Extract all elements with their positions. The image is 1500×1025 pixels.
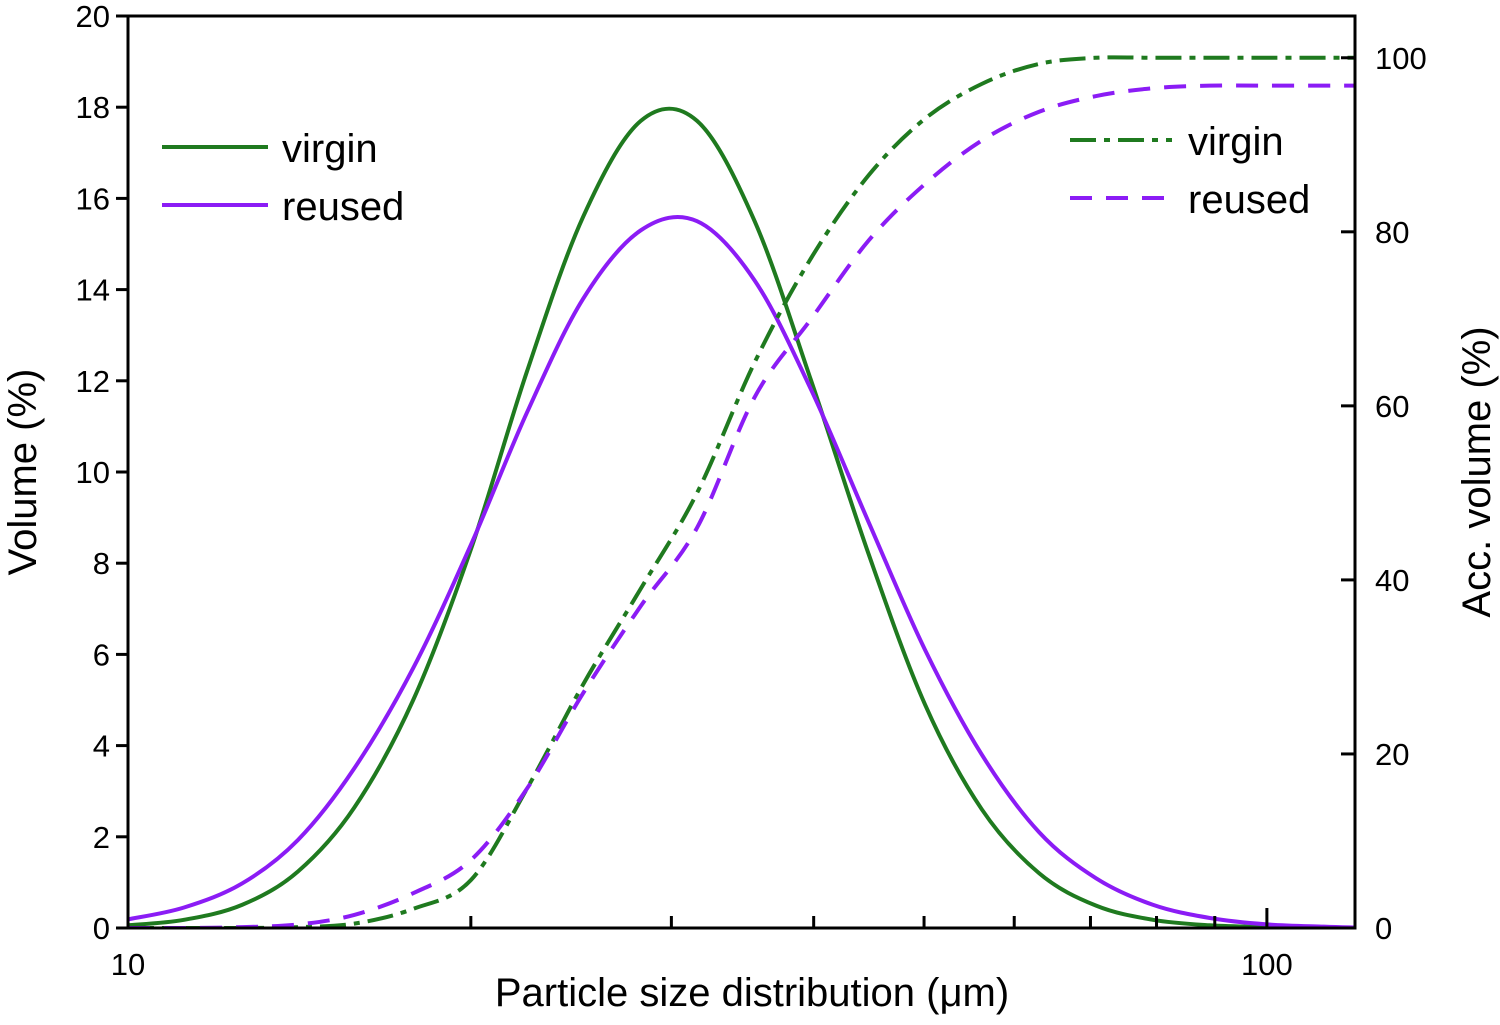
series-virgin-volume (128, 106, 1355, 928)
legend-label-virgin-cumulative: virgin (1188, 120, 1284, 164)
y2-tick-label: 20 (1375, 737, 1409, 772)
y2-tick-label: 40 (1375, 563, 1409, 598)
y2-tick-label: 80 (1375, 215, 1409, 250)
y-tick-label: 18 (76, 90, 110, 125)
y2-axis-label: Acc. volume (%) (1455, 326, 1499, 617)
y-tick-label: 10 (76, 455, 110, 490)
y-axis-label: Volume (%) (1, 369, 45, 576)
y-tick-label: 0 (93, 911, 110, 946)
legend-label-virgin: virgin (282, 127, 378, 171)
legend-left: virgin reused (162, 127, 404, 229)
legend-right: virgin reused (1070, 120, 1310, 222)
y-tick-label: 16 (76, 181, 110, 216)
y-tick-label: 14 (76, 273, 110, 308)
legend-label-reused: reused (282, 185, 404, 229)
plot-curves (128, 55, 1355, 928)
axis-ticks: 0 2 4 6 8 10 12 14 16 18 20 0 20 40 60 80 100 10 100 (76, 0, 1427, 982)
x-tick-label: 10 (111, 947, 145, 982)
y-tick-label: 6 (93, 637, 110, 672)
y-tick-label: 20 (76, 0, 110, 34)
y-tick-label: 2 (93, 820, 110, 855)
legend-label-reused-cumulative: reused (1188, 178, 1310, 222)
series-virgin-cumulative (128, 55, 1355, 928)
y2-tick-label: 100 (1375, 41, 1427, 76)
x-axis-label: Particle size distribution (μm) (495, 971, 1009, 1015)
series-reused-volume (128, 215, 1355, 928)
y2-tick-label: 0 (1375, 911, 1392, 946)
y2-tick-label: 60 (1375, 389, 1409, 424)
y-tick-label: 4 (93, 729, 110, 764)
y-tick-label: 12 (76, 364, 110, 399)
x-tick-label: 100 (1241, 947, 1293, 982)
y-tick-label: 8 (93, 546, 110, 581)
series-reused-cumulative (128, 83, 1355, 928)
